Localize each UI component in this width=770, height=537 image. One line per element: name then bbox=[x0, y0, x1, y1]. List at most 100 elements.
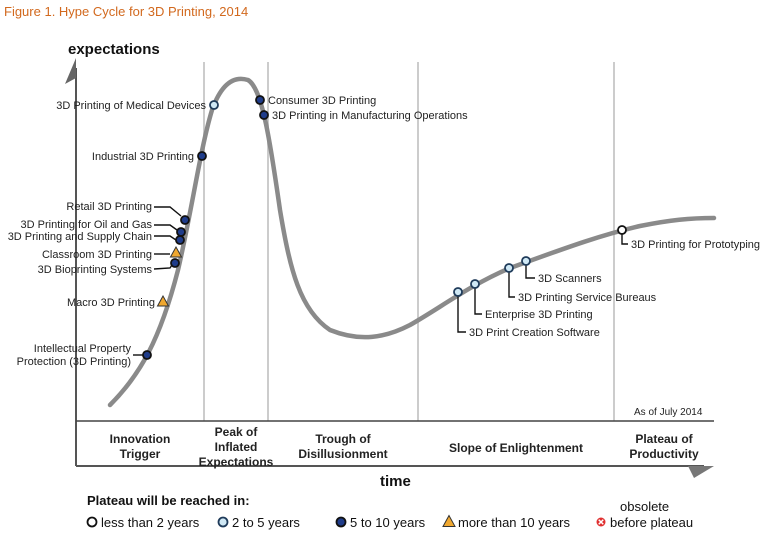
y-axis-label: expectations bbox=[68, 41, 160, 58]
phase-dividers bbox=[203, 62, 615, 421]
phase-label-line: Trough of bbox=[315, 432, 371, 446]
phase-label-line: Peak of bbox=[215, 425, 259, 439]
marker-circle-icon bbox=[176, 227, 186, 237]
legend-item-more10: more than 10 years bbox=[442, 514, 571, 530]
marker-obsolete-icon bbox=[596, 517, 606, 527]
x-axis-arrow-icon bbox=[688, 466, 714, 478]
marker-circle-icon bbox=[259, 110, 269, 120]
technology-label: Classroom 3D Printing bbox=[42, 249, 152, 261]
legend-label: more than 10 years bbox=[458, 515, 571, 530]
phase-label: Peak of Inflated Expectations bbox=[199, 425, 274, 469]
as-of-label: As of July 2014 bbox=[634, 407, 703, 418]
technology-point: 3D Printing in Manufacturing Operations bbox=[259, 110, 468, 122]
technology-point: Classroom 3D Printing bbox=[42, 245, 183, 261]
technology-point: 3D Scanners bbox=[521, 256, 602, 285]
technology-label: 3D Printing and Supply Chain bbox=[8, 231, 152, 243]
phase-label-line: Expectations bbox=[199, 455, 274, 469]
x-axis-label: time bbox=[380, 473, 411, 490]
technology-point: Enterprise 3D Printing bbox=[470, 279, 593, 321]
technology-point: 3D Print Creation Software bbox=[453, 287, 600, 339]
phase-label-line: Trigger bbox=[120, 447, 161, 461]
technology-label: 3D Print Creation Software bbox=[469, 327, 600, 339]
phase-label-line: Inflated bbox=[215, 440, 258, 454]
technology-label: 3D Printing in Manufacturing Operations bbox=[272, 110, 468, 122]
technology-label: Industrial 3D Printing bbox=[92, 151, 194, 163]
marker-circle-icon bbox=[255, 95, 265, 105]
phase-label-line: Plateau of bbox=[635, 432, 693, 446]
obsolete-x bbox=[598, 519, 604, 525]
marker-circle-icon bbox=[521, 256, 531, 266]
leader-line bbox=[154, 224, 178, 231]
technology-point: 3D Printing of Medical Devices bbox=[56, 100, 219, 112]
marker-circle-icon bbox=[617, 225, 627, 235]
legend: Plateau will be reached in: less than 2 … bbox=[86, 493, 693, 530]
marker-circle-icon bbox=[180, 215, 190, 225]
leader-line bbox=[457, 296, 466, 333]
leader-line bbox=[621, 234, 628, 245]
leader-line bbox=[474, 288, 482, 315]
marker-triangle-icon bbox=[169, 245, 183, 258]
phase-label-line: Disillusionment bbox=[298, 447, 387, 461]
technology-label-line: Protection (3D Printing) bbox=[17, 356, 131, 368]
marker-circle-icon bbox=[170, 258, 180, 268]
technology-label: 3D Bioprinting Systems bbox=[38, 264, 153, 276]
technology-label: Consumer 3D Printing bbox=[268, 95, 376, 107]
technology-label: Enterprise 3D Printing bbox=[485, 309, 593, 321]
technology-point: Industrial 3D Printing bbox=[92, 151, 207, 163]
marker-circle-icon bbox=[217, 516, 229, 528]
technology-point: 3D Printing Service Bureaus bbox=[504, 263, 657, 304]
technology-point: 3D Bioprinting Systems bbox=[38, 258, 180, 276]
phase-label: Plateau of Productivity bbox=[629, 432, 699, 461]
legend-label: before plateau bbox=[610, 515, 693, 530]
phase-label: Trough of Disillusionment bbox=[298, 432, 387, 461]
technology-point: Intellectual Property Protection (3D Prin… bbox=[17, 343, 152, 368]
y-axis-arrow-icon bbox=[65, 58, 76, 84]
marker-circle-icon bbox=[504, 263, 514, 273]
technology-label: 3D Printing for Prototyping bbox=[631, 239, 760, 251]
technology-point: 3D Printing for Oil and Gas bbox=[21, 219, 186, 237]
phase-label-line: Productivity bbox=[629, 447, 699, 461]
technology-point: 3D Printing and Supply Chain bbox=[8, 231, 185, 245]
leader-line bbox=[508, 272, 515, 298]
technology-point: Retail 3D Printing bbox=[66, 201, 190, 225]
marker-circle-icon bbox=[335, 516, 347, 528]
leader-line bbox=[153, 264, 173, 270]
marker-circle-icon bbox=[470, 279, 480, 289]
technology-label: Retail 3D Printing bbox=[66, 201, 152, 213]
marker-circle-icon bbox=[86, 516, 98, 528]
leader-line bbox=[525, 265, 535, 279]
technology-point: Macro 3D Printing bbox=[67, 294, 170, 309]
marker-circle-icon bbox=[175, 235, 185, 245]
phase-label: Slope of Enlightenment bbox=[449, 441, 583, 455]
legend-item-2to5: 2 to 5 years bbox=[217, 515, 300, 530]
legend-item-less2: less than 2 years bbox=[86, 515, 200, 530]
technology-label: 3D Scanners bbox=[538, 273, 602, 285]
phase-label-line: Innovation bbox=[110, 432, 171, 446]
marker-circle-icon bbox=[209, 100, 219, 110]
legend-title: Plateau will be reached in: bbox=[87, 493, 250, 508]
phase-label: Innovation Trigger bbox=[110, 432, 171, 461]
marker-triangle-icon bbox=[442, 514, 456, 527]
legend-label: 5 to 10 years bbox=[350, 515, 426, 530]
phase-labels: Innovation Trigger Peak of Inflated Expectat… bbox=[110, 425, 699, 469]
leader-line bbox=[154, 235, 177, 241]
marker-circle-icon bbox=[142, 350, 152, 360]
technology-point: 3D Printing for Prototyping bbox=[617, 225, 760, 251]
legend-label: 2 to 5 years bbox=[232, 515, 300, 530]
marker-circle-icon bbox=[453, 287, 463, 297]
technology-label: 3D Printing Service Bureaus bbox=[518, 292, 657, 304]
marker-triangle-icon bbox=[156, 294, 170, 307]
technology-label: Intellectual Property Protection (3D Prin… bbox=[17, 343, 132, 368]
technology-label: Macro 3D Printing bbox=[67, 297, 155, 309]
figure-title: Figure 1. Hype Cycle for 3D Printing, 20… bbox=[4, 4, 249, 19]
legend-item-5to10: 5 to 10 years bbox=[335, 515, 426, 530]
legend-label-top: obsolete bbox=[620, 499, 669, 514]
technology-label: 3D Printing of Medical Devices bbox=[56, 100, 206, 112]
marker-circle-icon bbox=[197, 151, 207, 161]
leader-line bbox=[154, 206, 182, 217]
technology-label-line: Intellectual Property bbox=[34, 343, 132, 355]
technology-point: Consumer 3D Printing bbox=[255, 95, 376, 107]
phase-label-line: Slope of Enlightenment bbox=[449, 441, 583, 455]
